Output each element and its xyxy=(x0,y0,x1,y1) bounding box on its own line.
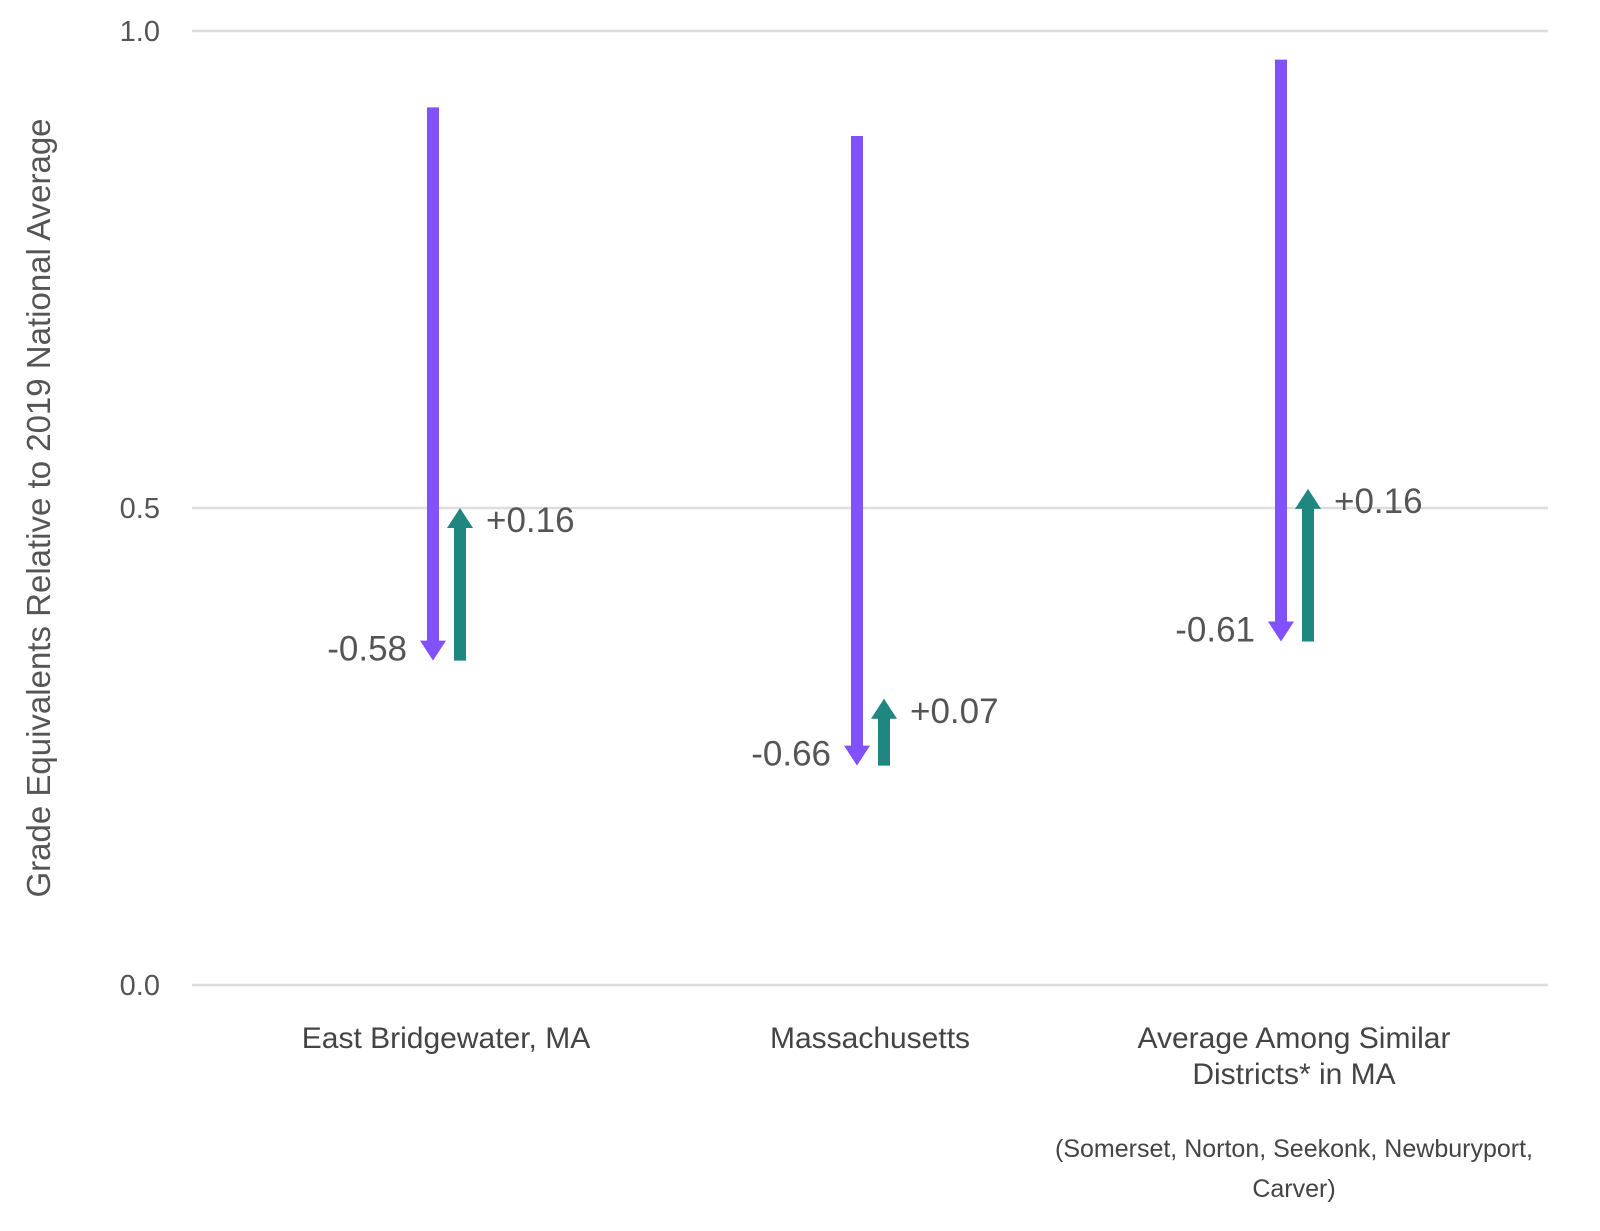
y-tick-label: 0.5 xyxy=(120,493,160,525)
decline-arrow xyxy=(420,107,446,661)
category-label: Massachusetts xyxy=(770,1022,970,1055)
y-tick-label: 1.0 xyxy=(120,16,160,48)
category-label: Average Among Similar xyxy=(1138,1022,1451,1055)
value-label: -0.58 xyxy=(327,630,407,669)
value-label: +0.16 xyxy=(1334,482,1423,521)
y-axis-label: Grade Equivalents Relative to 2019 Natio… xyxy=(20,118,57,897)
category-note: (Somerset, Norton, Seekonk, Newburyport, xyxy=(1055,1135,1533,1163)
value-labels: -0.58 -0.66 -0.61 +0.16 +0.07 +0.16 xyxy=(327,482,1422,774)
y-axis-ticks: 0.0 0.5 1.0 xyxy=(120,16,160,1002)
value-label: -0.66 xyxy=(751,735,831,774)
gridlines xyxy=(192,29,1548,987)
category-label: East Bridgewater, MA xyxy=(302,1022,590,1055)
x-axis-categories: East Bridgewater, MA Massachusetts Average… xyxy=(302,1022,1533,1203)
arrows xyxy=(420,59,1321,766)
category-label: Districts* in MA xyxy=(1192,1058,1395,1091)
value-label: +0.16 xyxy=(486,501,575,540)
value-label: -0.61 xyxy=(1175,611,1255,650)
recovery-arrow xyxy=(1295,488,1321,642)
value-label: +0.07 xyxy=(910,692,999,731)
category-note: Carver) xyxy=(1252,1175,1335,1203)
decline-arrow xyxy=(844,135,870,766)
recovery-arrow xyxy=(871,698,897,766)
decline-arrow xyxy=(1268,59,1294,642)
recovery-arrow xyxy=(447,508,473,661)
y-tick-label: 0.0 xyxy=(120,970,160,1002)
